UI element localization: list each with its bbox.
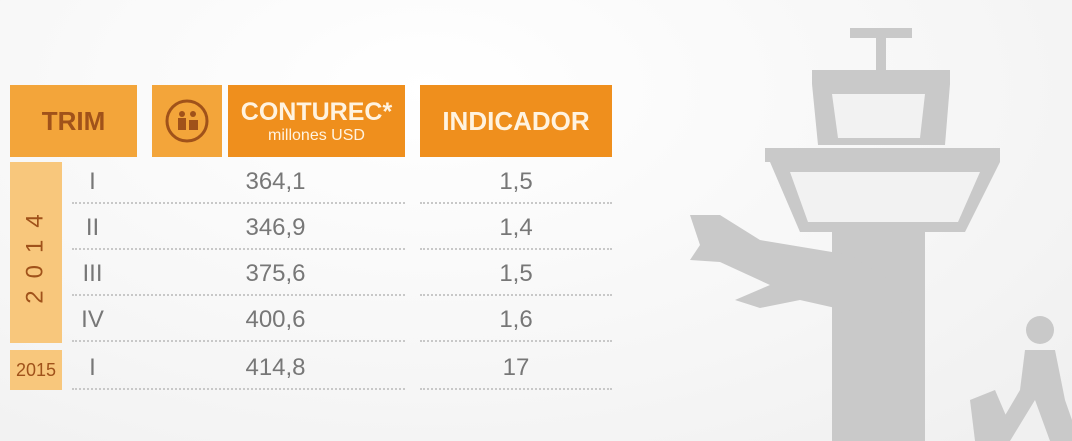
indicator: 1,5	[499, 168, 533, 195]
row-divider	[72, 340, 405, 342]
quarter: I	[89, 354, 96, 381]
quarter: IV	[81, 306, 104, 333]
year-cell: 2015	[10, 350, 62, 390]
row-divider	[72, 294, 405, 296]
indicator: 1,4	[499, 214, 533, 241]
money-icon	[165, 99, 209, 143]
value: 346,9	[245, 214, 306, 241]
value: 400,6	[245, 306, 306, 333]
row-divider	[420, 248, 612, 250]
year-label: 2015	[15, 359, 57, 380]
row-divider	[420, 294, 612, 296]
value: 375,6	[245, 260, 306, 287]
row-divider	[72, 388, 405, 390]
year-label: 2014	[22, 201, 50, 304]
quarter: III	[82, 260, 103, 287]
row-divider	[420, 202, 612, 204]
header-cell: CONTUREC* millones USD	[228, 85, 405, 157]
row-divider	[420, 388, 612, 390]
header-cell: INDICADOR	[420, 85, 612, 157]
row-divider	[72, 248, 405, 250]
header-trim: TRIM	[41, 105, 106, 136]
indicator: 1,6	[499, 306, 533, 333]
header-conturec: CONTUREC*	[240, 97, 393, 126]
header-indicador: INDICADOR	[442, 105, 590, 136]
row-divider	[72, 202, 405, 204]
indicator: 1,5	[499, 260, 533, 287]
quarter: I	[89, 168, 96, 195]
indicator: 17	[502, 354, 530, 381]
value: 414,8	[245, 354, 306, 381]
header-unit: millones USD	[268, 126, 365, 144]
value: 364,1	[245, 168, 306, 195]
icon-cell	[152, 85, 222, 157]
year-cell: 2014	[10, 162, 62, 343]
header-cell: TRIM	[10, 85, 137, 157]
row-divider	[420, 340, 612, 342]
quarter: II	[85, 214, 100, 241]
